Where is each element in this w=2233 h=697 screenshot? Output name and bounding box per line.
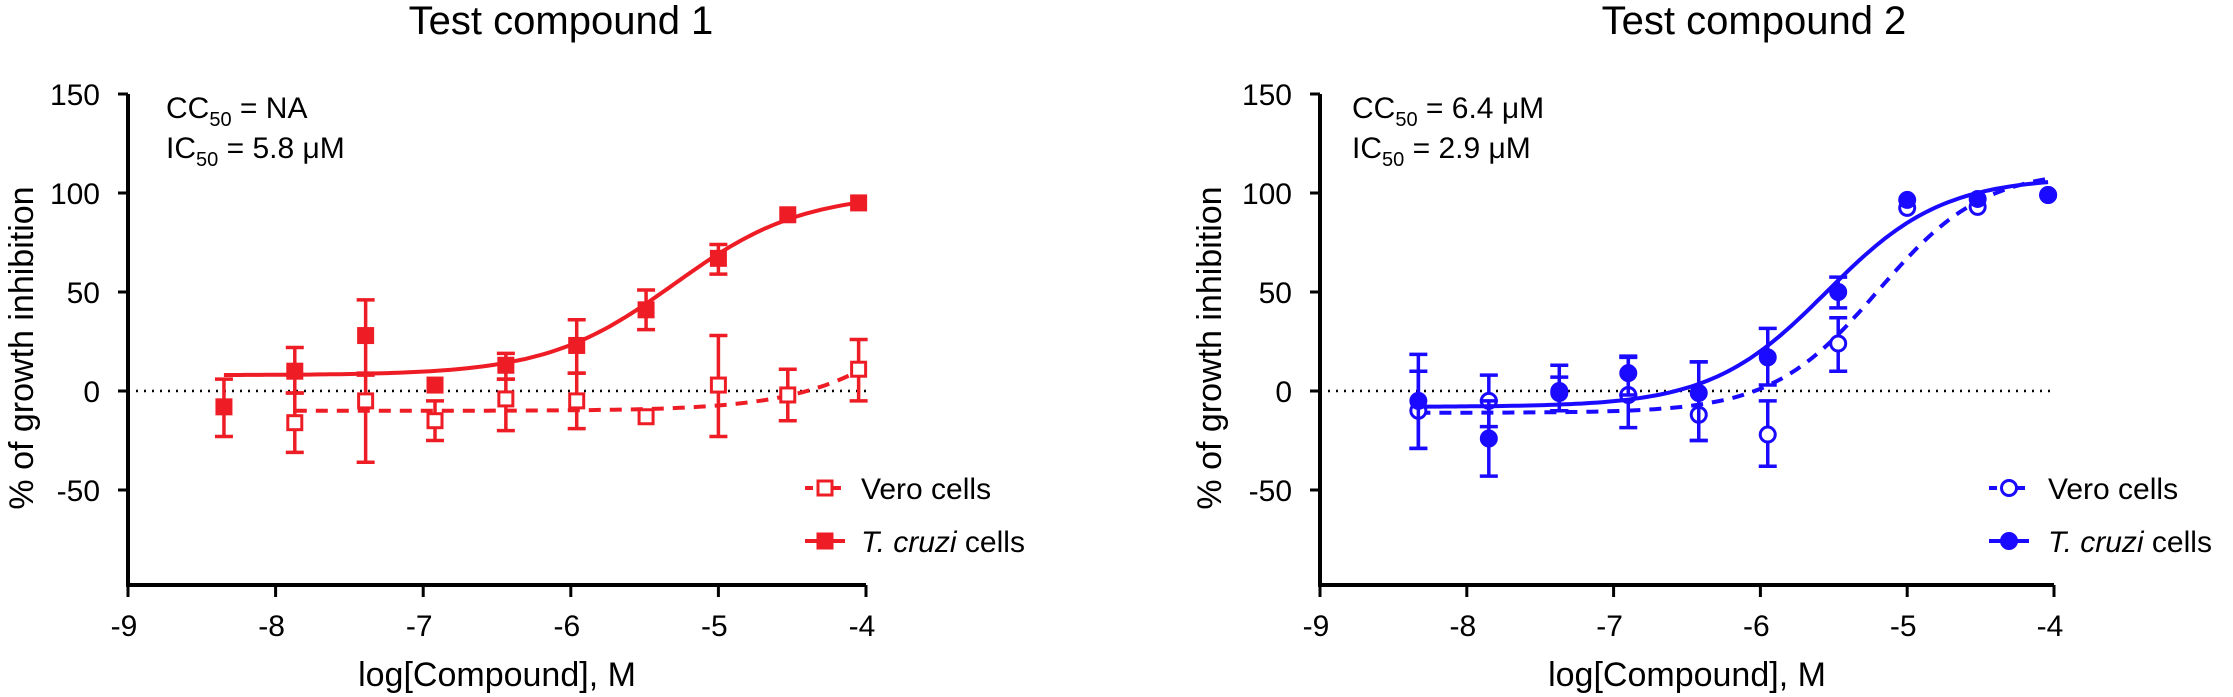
data-point-tcruzi bbox=[1758, 348, 1777, 367]
y-tick-label: 50 bbox=[67, 277, 100, 310]
x-tick-label: -8 bbox=[258, 610, 285, 643]
x-axis-label: log[Compound], M bbox=[358, 656, 636, 694]
chart-title: Test compound 2 bbox=[1602, 0, 1907, 43]
data-point-tcruzi bbox=[215, 398, 233, 416]
data-point-tcruzi bbox=[637, 301, 655, 319]
data-point-tcruzi bbox=[1550, 382, 1569, 400]
x-axis-label: log[Compound], M bbox=[1548, 656, 1826, 694]
data-point-tcruzi bbox=[1619, 364, 1638, 383]
data-point-vero bbox=[1758, 425, 1777, 444]
data-point-tcruzi bbox=[1968, 189, 1987, 208]
chart-title: Test compound 1 bbox=[409, 0, 714, 43]
x-tick-label: -9 bbox=[111, 610, 138, 643]
data-point-tcruzi bbox=[568, 336, 586, 354]
legend-label-tcruzi: T. cruzi cells bbox=[861, 526, 1025, 559]
data-point-tcruzi bbox=[357, 327, 375, 345]
data-point-tcruzi bbox=[1829, 283, 1848, 301]
x-tick-label: -5 bbox=[1890, 610, 1917, 643]
ic50-annotation: IC50 = 2.9 μM bbox=[1352, 132, 1531, 171]
legend-label-vero: Vero cells bbox=[2048, 473, 2178, 506]
y-tick-label: 50 bbox=[1259, 277, 1292, 310]
x-tick-label: -4 bbox=[849, 610, 876, 643]
data-point-tcruzi bbox=[1898, 190, 1917, 209]
chart-panel-compound-1: Test compound 1 log[Compound], M % of gr… bbox=[3, 0, 1025, 694]
y-axis-label: % of growth inhibition bbox=[3, 186, 41, 509]
data-point-vero bbox=[568, 392, 586, 410]
data-point-tcruzi bbox=[426, 376, 444, 394]
legend-marker-tcruzi bbox=[816, 532, 834, 550]
legend-marker-vero bbox=[2000, 479, 2018, 497]
x-tick-label: -7 bbox=[1596, 610, 1623, 643]
y-tick-label: 100 bbox=[1242, 178, 1292, 211]
data-point-tcruzi bbox=[1409, 391, 1428, 410]
data-point-vero bbox=[286, 414, 304, 432]
data-point-vero bbox=[357, 392, 375, 410]
data-point-vero bbox=[1829, 334, 1848, 353]
x-tick-label: -8 bbox=[1449, 610, 1476, 643]
y-axis-label: % of growth inhibition bbox=[1191, 186, 1229, 509]
legend-marker-vero bbox=[816, 479, 834, 497]
x-tick-label: -5 bbox=[701, 610, 728, 643]
x-tick-label: -6 bbox=[1743, 610, 1770, 643]
data-point-tcruzi bbox=[286, 362, 304, 380]
chart-panel-compound-2: Test compound 2 log[Compound], M % of gr… bbox=[1191, 0, 2212, 694]
x-tick-label: -9 bbox=[1303, 610, 1330, 643]
x-tick-label: -6 bbox=[553, 610, 580, 643]
y-tick-label: 0 bbox=[83, 376, 100, 409]
fit-curve-vero bbox=[1418, 176, 2049, 415]
data-point-vero bbox=[637, 408, 655, 426]
data-point-tcruzi bbox=[850, 194, 868, 212]
data-point-tcruzi bbox=[1479, 429, 1498, 448]
fit-curve-tcruzi bbox=[1418, 180, 2049, 409]
x-tick-label: -4 bbox=[2037, 610, 2064, 643]
y-tick-label: 150 bbox=[50, 79, 100, 112]
legend-label-vero: Vero cells bbox=[861, 473, 991, 506]
y-tick-label: -50 bbox=[1249, 475, 1292, 508]
data-point-tcruzi bbox=[779, 206, 797, 224]
data-point-tcruzi bbox=[709, 249, 727, 267]
y-tick-label: 100 bbox=[50, 178, 100, 211]
data-point-vero bbox=[709, 376, 727, 394]
data-point-tcruzi bbox=[497, 356, 515, 374]
ic50-annotation: IC50 = 5.8 μM bbox=[166, 132, 345, 171]
data-point-tcruzi bbox=[1689, 383, 1708, 402]
data-point-vero bbox=[426, 412, 444, 430]
cc50-annotation: CC50 = NA bbox=[166, 92, 307, 131]
data-point-vero bbox=[779, 386, 797, 404]
y-tick-label: -50 bbox=[57, 475, 100, 508]
cc50-annotation: CC50 = 6.4 μM bbox=[1352, 92, 1544, 131]
data-point-tcruzi bbox=[2039, 185, 2058, 204]
data-point-vero bbox=[850, 360, 868, 378]
data-point-vero bbox=[497, 390, 515, 408]
fit-curve-tcruzi bbox=[223, 200, 859, 377]
y-tick-label: 0 bbox=[1275, 376, 1292, 409]
x-tick-label: -7 bbox=[406, 610, 433, 643]
y-tick-label: 150 bbox=[1242, 79, 1292, 112]
legend-marker-tcruzi bbox=[2000, 532, 2018, 550]
legend-label-tcruzi: T. cruzi cells bbox=[2048, 526, 2212, 559]
